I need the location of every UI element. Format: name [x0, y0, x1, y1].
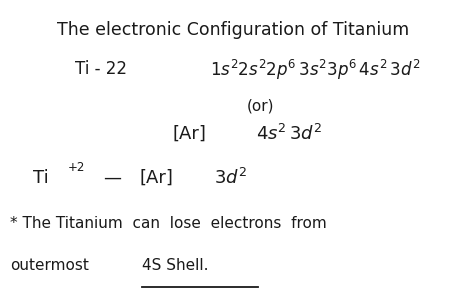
Text: Ti - 22: Ti - 22	[75, 60, 127, 79]
Text: 4S Shell.: 4S Shell.	[142, 258, 209, 273]
Text: (or): (or)	[247, 99, 274, 114]
Text: +2: +2	[68, 161, 85, 174]
Text: outermost: outermost	[10, 258, 89, 273]
Text: [Ar]: [Ar]	[140, 169, 174, 187]
Text: $4s^{2}\,3d^{2}$: $4s^{2}\,3d^{2}$	[256, 124, 322, 144]
Text: The electronic Configuration of Titanium: The electronic Configuration of Titanium	[57, 21, 409, 39]
Text: $3d^{2}$: $3d^{2}$	[214, 168, 247, 188]
Text: —: —	[103, 169, 121, 187]
Text: $1s^{2}2s^{2}2p^{6}\,3s^{2}3p^{6}\,4s^{2}\,3d^{2}$: $1s^{2}2s^{2}2p^{6}\,3s^{2}3p^{6}\,4s^{2…	[210, 57, 420, 81]
Text: * The Titanium  can  lose  electrons  from: * The Titanium can lose electrons from	[10, 216, 327, 231]
Text: [Ar]: [Ar]	[173, 125, 206, 143]
Text: Ti: Ti	[33, 169, 49, 187]
